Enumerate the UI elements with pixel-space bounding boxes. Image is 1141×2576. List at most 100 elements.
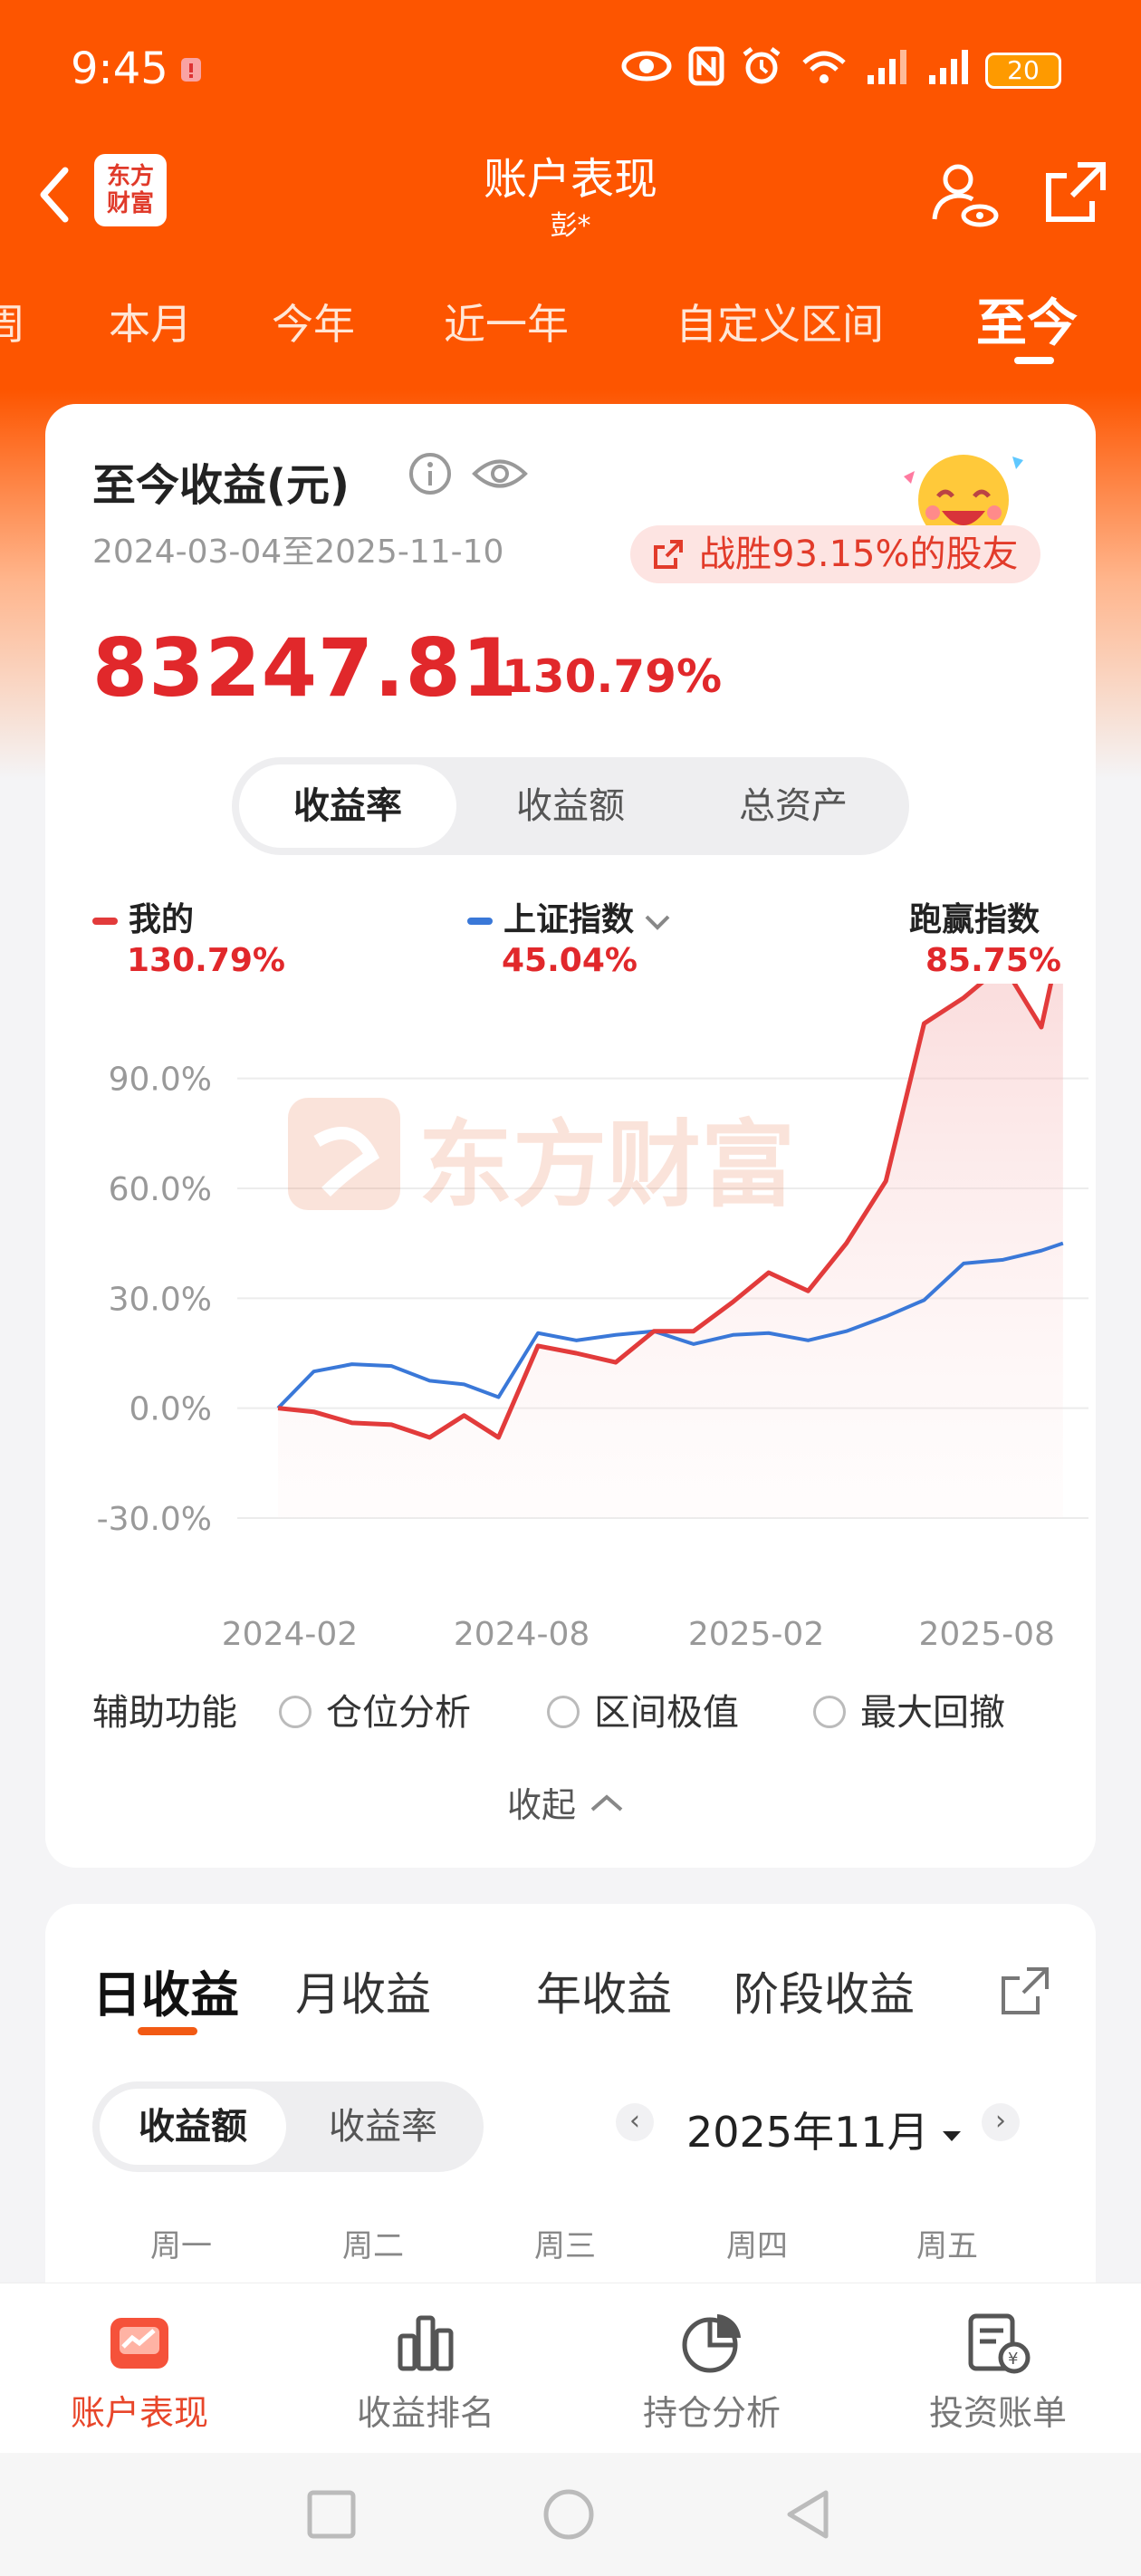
option-range-extremes[interactable]: 区间极值	[547, 1683, 739, 1735]
weekday-thu: 周四	[726, 2228, 788, 2264]
profit-tabs: 日收益 月收益 年收益 阶段收益	[92, 1953, 998, 2043]
legend-mine-label: 我的	[129, 901, 195, 938]
tab-last-year[interactable]: 近一年	[444, 300, 569, 349]
legend-index[interactable]: 上证指数	[467, 893, 674, 940]
x-tick-label: 2025-08	[919, 1616, 1055, 1653]
tab-this-month[interactable]: 本月	[109, 300, 192, 349]
status-bar: 9:45 20	[0, 0, 1141, 136]
nav-investment-bill[interactable]: ¥ 投资账单	[862, 2283, 1134, 2454]
total-profit-value: 83247.81	[92, 621, 519, 715]
share-icon[interactable]	[998, 1964, 1052, 2018]
x-tick-label: 2024-08	[454, 1616, 590, 1653]
share-small-icon	[654, 540, 683, 569]
nav-investment-bill-label: 投资账单	[928, 2393, 1067, 2433]
tab-this-year[interactable]: 今年	[272, 300, 355, 349]
nfc-icon	[688, 46, 724, 86]
user-privacy-icon[interactable]	[927, 159, 1000, 232]
tab-profit-amount[interactable]: 收益额	[100, 2089, 286, 2165]
recent-apps-icon[interactable]	[306, 2489, 357, 2540]
weekday-wed: 周三	[534, 2228, 596, 2264]
profit-tab-indicator	[138, 2027, 197, 2035]
weekday-fri: 周五	[916, 2228, 978, 2264]
eye-icon	[621, 51, 672, 82]
metric-tab-total-assets[interactable]: 总资产	[739, 785, 848, 827]
nav-profit-ranking-label: 收益排名	[356, 2393, 494, 2433]
option-range-extremes-label: 区间极值	[594, 1692, 739, 1734]
month-selector[interactable]: 2025年11月	[686, 2100, 965, 2159]
metric-tab-rate[interactable]: 收益率	[239, 764, 456, 848]
weekday-tue: 周二	[342, 2228, 404, 2264]
system-navigation-bar	[0, 2453, 1141, 2576]
next-month-button[interactable]: ›	[982, 2103, 1020, 2141]
tab-custom-range[interactable]: 自定义区间	[676, 300, 884, 349]
back-arrow-icon[interactable]	[36, 163, 72, 226]
tab-monthly-profit[interactable]: 月收益	[295, 1968, 431, 2021]
back-icon[interactable]	[782, 2487, 833, 2542]
nav-profit-ranking[interactable]: 收益排名	[290, 2283, 561, 2454]
beat-percentage-badge[interactable]: 战胜93.15%的股友	[630, 525, 1040, 583]
caret-down-icon	[942, 2130, 961, 2141]
nav-holdings-analysis-label: 持仓分析	[642, 2393, 781, 2433]
bar-chart-icon	[398, 2315, 454, 2371]
wifi-icon	[802, 51, 846, 83]
period-tabs: 周 本月 今年 近一年 自定义区间 至今	[0, 272, 1141, 380]
nav-holdings-analysis[interactable]: 持仓分析	[576, 2283, 848, 2454]
radio-icon	[279, 1696, 312, 1728]
bottom-navigation: 账户表现 收益排名 持仓分析 ¥ 投资账单	[0, 2283, 1141, 2453]
y-tick-label: 0.0%	[129, 1391, 212, 1428]
nav-account-performance[interactable]: 账户表现	[4, 2283, 275, 2454]
signal-icon	[868, 50, 906, 84]
y-tick-label: 90.0%	[109, 1062, 212, 1099]
legend-outperform-label: 跑赢指数	[909, 901, 1040, 938]
collapse-label: 收起	[507, 1785, 577, 1825]
share-icon[interactable]	[1041, 158, 1110, 226]
collapse-button[interactable]: 收起	[507, 1777, 627, 1827]
y-tick-label: 120.0%	[88, 984, 212, 988]
legend-mine-value: 130.79%	[127, 942, 285, 979]
y-tick-label: -30.0%	[97, 1501, 212, 1538]
option-max-drawdown[interactable]: 最大回撤	[813, 1683, 1005, 1735]
notification-icon	[181, 58, 201, 82]
radio-icon	[547, 1696, 580, 1728]
option-position-analysis[interactable]: 仓位分析	[279, 1683, 471, 1735]
x-tick-label: 2024-02	[222, 1616, 358, 1653]
signal-icon-2	[929, 50, 968, 84]
page-title: 账户表现	[483, 154, 657, 205]
index-series-line	[276, 1241, 1064, 1410]
visibility-eye-icon[interactable]	[471, 451, 529, 496]
legend-index-swatch	[467, 918, 493, 925]
beat-text: 战胜93.15%的股友	[699, 533, 1019, 575]
month-label: 2025年11月	[686, 2108, 929, 2157]
legend-outperform-value: 85.75%	[925, 942, 1061, 979]
date-range: 2024-03-04至2025-11-10	[92, 533, 504, 571]
chart-labels: 150.0%120.0%90.0%60.0%30.0%0.0%-30.0%202…	[88, 984, 1055, 1653]
amount-segmented-control: 收益额 收益率	[92, 2081, 484, 2172]
app-logo: 东方 财富	[94, 154, 167, 226]
tab-yearly-profit[interactable]: 年收益	[536, 1968, 672, 2021]
chart-watermark: 东方财富	[288, 1098, 795, 1220]
metric-segmented-control: 收益率 收益额 总资产	[232, 757, 909, 855]
nav-account-performance-label: 账户表现	[70, 2393, 208, 2433]
alarm-icon	[743, 47, 781, 84]
tab-daily-profit[interactable]: 日收益	[92, 1966, 239, 2023]
app-header: 东方 财富 账户表现 彭*	[0, 136, 1141, 254]
summary-card: 至今收益(元) 2024-03-04至2025-11-10 战胜93.15%的股…	[45, 404, 1096, 1868]
tab-week[interactable]: 周	[0, 300, 25, 349]
metric-tab-amount[interactable]: 收益额	[516, 785, 625, 827]
info-icon[interactable]	[408, 451, 453, 496]
prev-month-button[interactable]: ‹	[616, 2103, 654, 2141]
weekday-mon: 周一	[150, 2228, 212, 2264]
happy-face-icon	[904, 455, 1023, 545]
tab-stage-profit[interactable]: 阶段收益	[734, 1968, 915, 2021]
svg-text:¥: ¥	[1008, 2350, 1018, 2369]
home-icon[interactable]	[542, 2487, 596, 2542]
y-tick-label: 60.0%	[109, 1171, 212, 1208]
legend-mine: 我的	[92, 893, 194, 940]
chevron-up-icon	[590, 1794, 623, 1812]
option-position-analysis-label: 仓位分析	[326, 1692, 471, 1734]
mine-series-line	[277, 984, 1054, 1440]
return-chart[interactable]: 东方财富 150.0%120.0%90.0%60.0%30.0%0.0%-30.…	[45, 984, 1096, 1672]
tab-to-date[interactable]: 至今	[976, 294, 1078, 353]
tab-profit-rate[interactable]: 收益率	[329, 2106, 437, 2148]
aux-label: 辅助功能	[92, 1692, 237, 1734]
